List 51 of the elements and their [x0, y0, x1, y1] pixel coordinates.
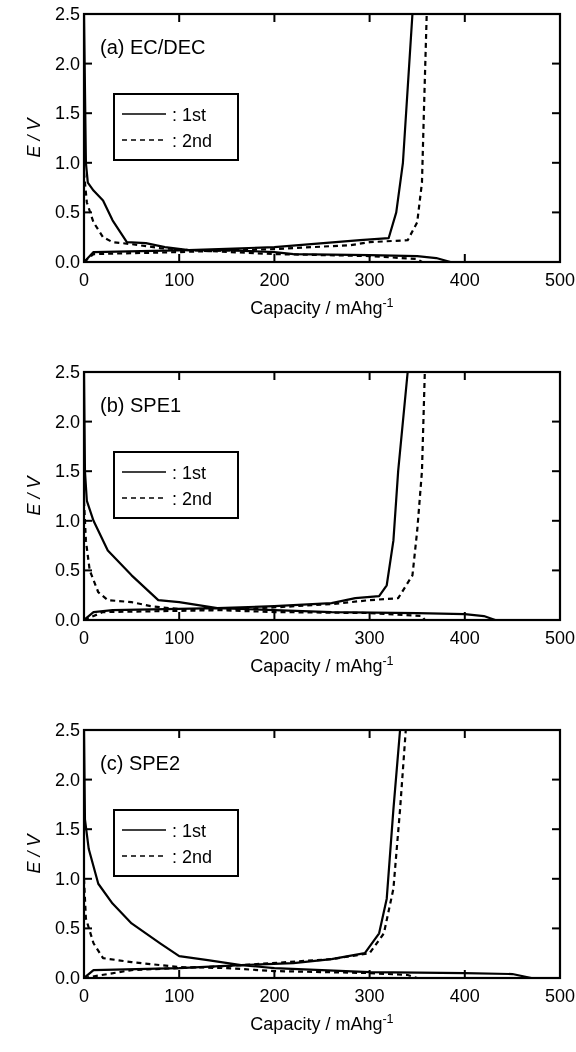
x-tick-label: 300 — [354, 270, 385, 290]
legend-label: : 1st — [172, 821, 207, 841]
text: (b) SPE1 — [100, 394, 182, 416]
y-tick-label: 0.5 — [54, 202, 80, 223]
y-tick-label: 1.5 — [54, 461, 80, 482]
legend-label: : 2nd — [172, 489, 213, 509]
y-tick-label: 1.5 — [54, 819, 80, 840]
legend-label: : 2nd — [172, 847, 213, 867]
y-tick-label: 1.5 — [54, 103, 80, 124]
x-tick-label: 100 — [164, 270, 195, 290]
legend-label: : 1st — [172, 463, 207, 483]
y-tick-label: 1.0 — [54, 868, 80, 889]
y-axis-title: E / V — [24, 116, 44, 158]
x-tick-label: 500 — [544, 628, 576, 648]
legend-label: : 2nd — [172, 131, 213, 151]
y-tick-label: 0.0 — [54, 610, 80, 630]
y-tick-label: 2.5 — [54, 4, 80, 24]
x-tick-label: 400 — [449, 270, 480, 290]
y-tick-label: 0.5 — [54, 560, 80, 581]
x-tick-label: 100 — [164, 628, 195, 648]
x-tick-label: 400 — [449, 986, 480, 1006]
y-tick-label: 1.0 — [54, 152, 80, 173]
y-axis-title: E / V — [24, 832, 44, 874]
y-tick-label: 2.0 — [54, 411, 80, 432]
x-tick-label: 0 — [78, 628, 90, 648]
y-axis-title: E / V — [24, 474, 44, 516]
x-tick-label: 500 — [544, 270, 576, 290]
y-tick-label: 2.5 — [54, 362, 80, 382]
y-tick-label: 0.0 — [54, 252, 80, 272]
x-tick-label: 200 — [259, 270, 290, 290]
y-tick-label: 2.5 — [54, 720, 80, 740]
x-axis-title: Capacity / mAhg$^{-1}$ — [250, 1012, 394, 1034]
x-axis-title: Capacity / mAhg$^{-1}$ — [250, 654, 394, 676]
y-tick-label: 2.0 — [54, 53, 80, 74]
x-tick-label: 200 — [259, 986, 290, 1006]
x-axis-title: Capacity / mAhg$^{-1}$ — [250, 296, 394, 318]
x-tick-label: 0 — [78, 270, 90, 290]
text: (a) EC/DEC — [100, 36, 206, 58]
y-tick-label: 0.5 — [54, 918, 80, 939]
y-tick-label: 2.0 — [54, 769, 80, 790]
y-tick-label: 0.0 — [54, 968, 80, 988]
text: (c) SPE2 — [100, 752, 181, 774]
x-tick-label: 400 — [449, 628, 480, 648]
x-tick-label: 500 — [544, 986, 576, 1006]
x-tick-label: 200 — [259, 628, 290, 648]
x-tick-label: 300 — [354, 628, 385, 648]
x-tick-label: 0 — [78, 986, 90, 1006]
legend-label: : 1st — [172, 105, 207, 125]
y-tick-label: 1.0 — [54, 510, 80, 531]
x-tick-label: 300 — [354, 986, 385, 1006]
x-tick-label: 100 — [164, 986, 195, 1006]
